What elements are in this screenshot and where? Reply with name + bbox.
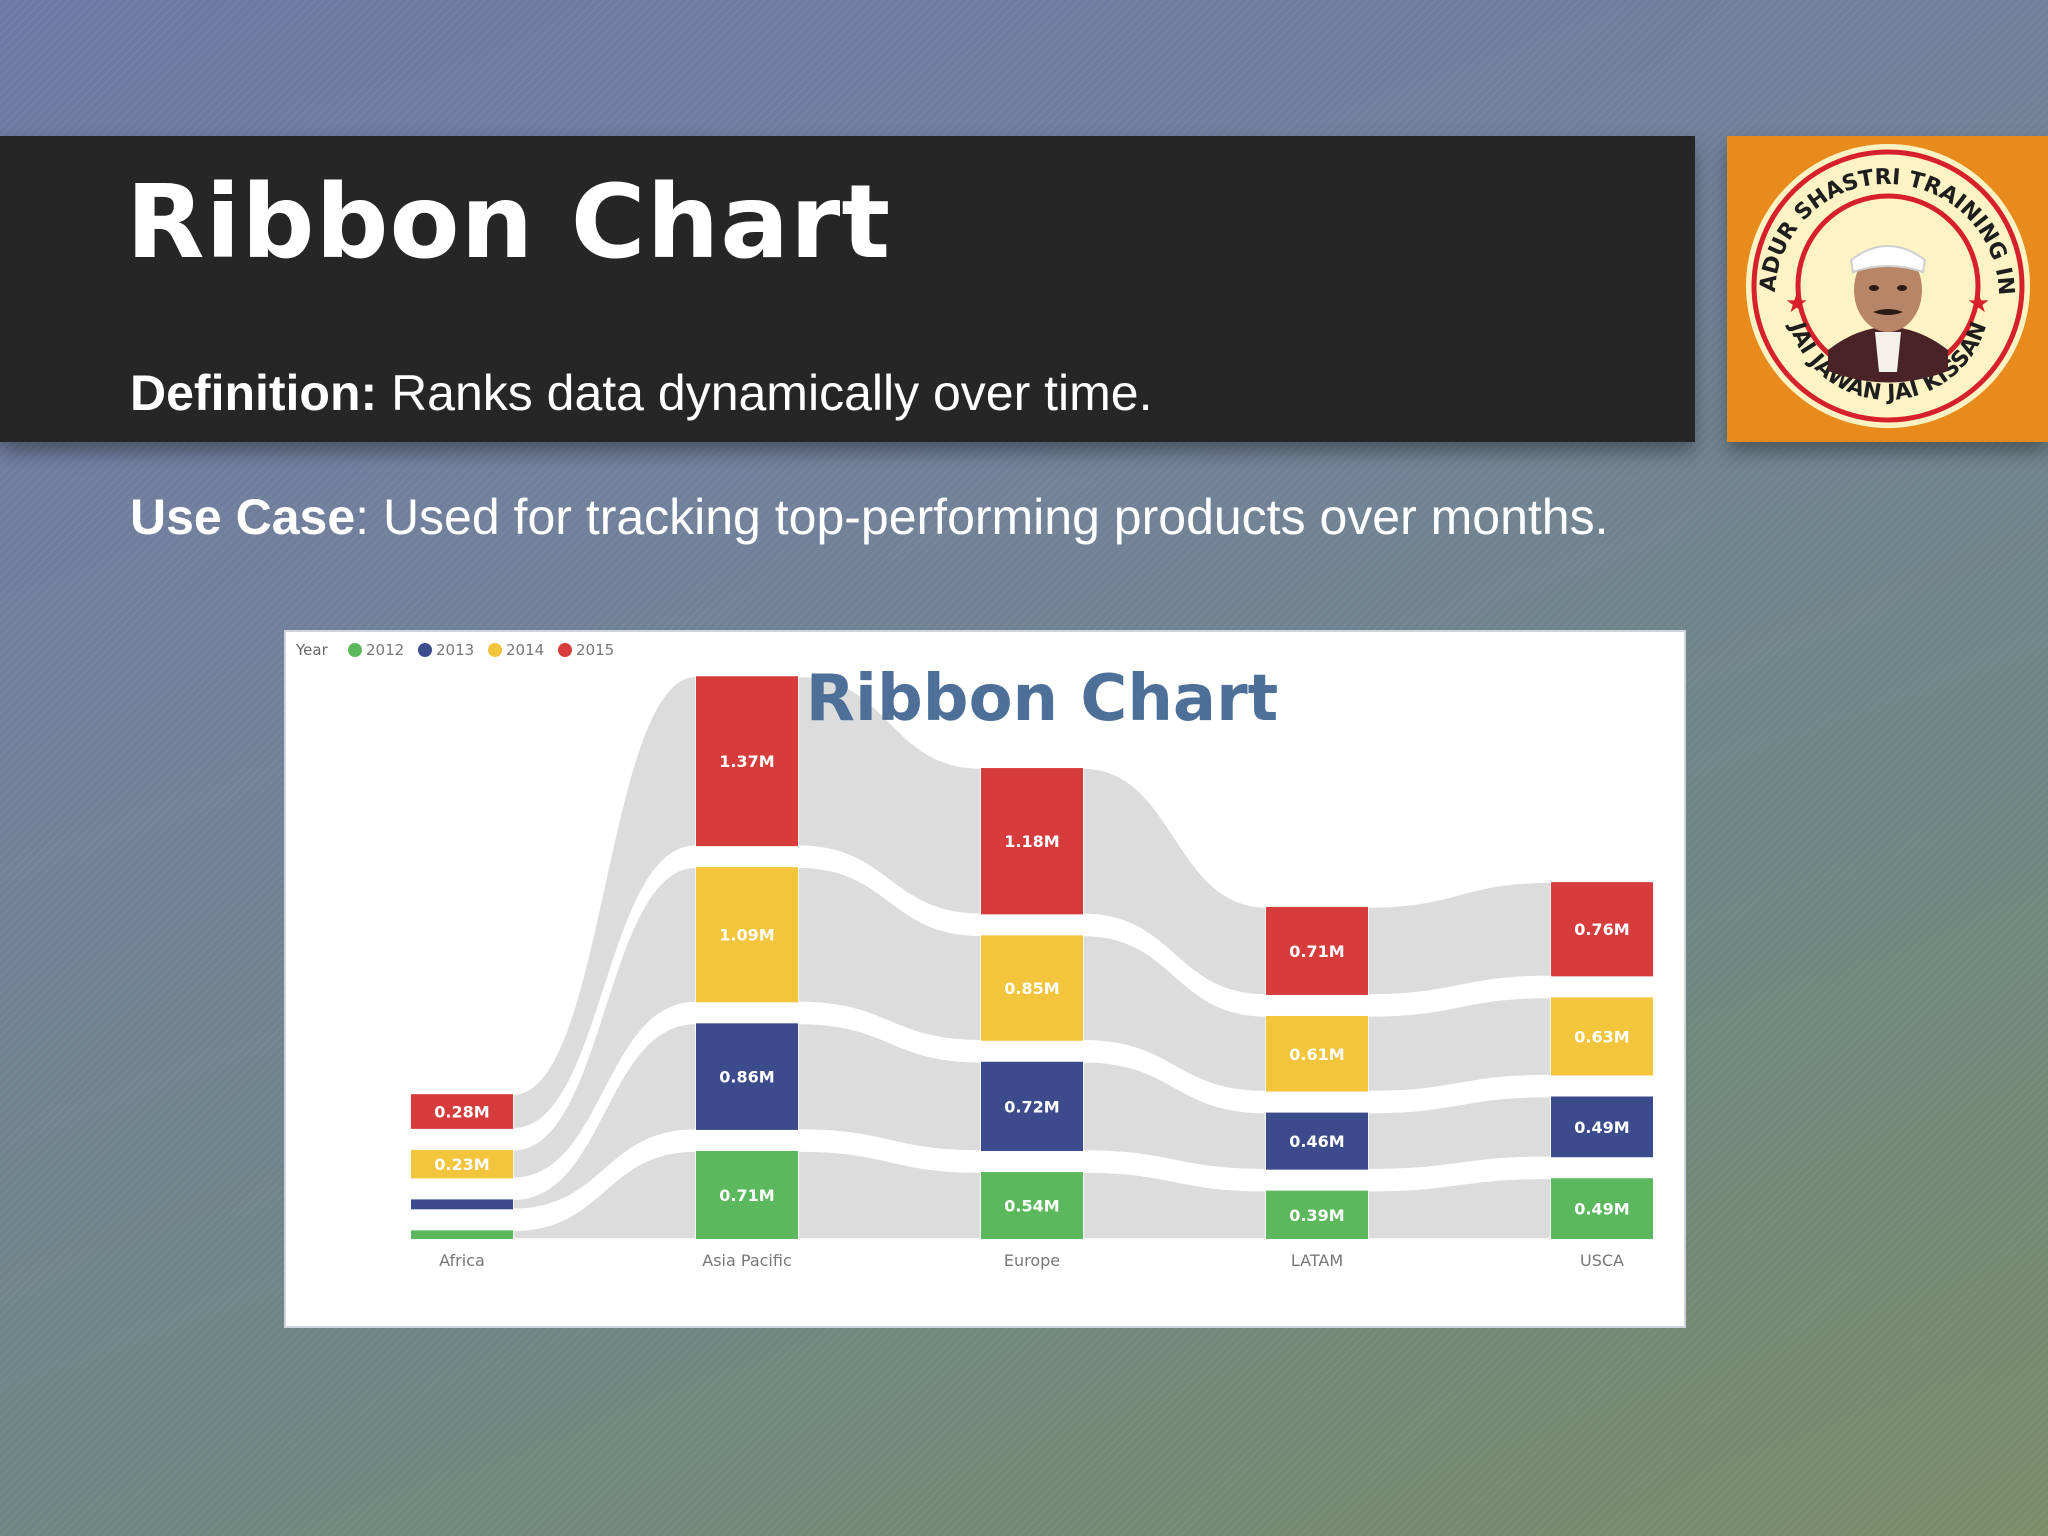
bar-2014-asia-pacific (696, 867, 798, 1003)
chart-canvas: Year 2012 2013 2014 2015 0.71M 0.54M 0.39M 0.4… (295, 641, 1653, 1270)
x-tick-label: USCA (1580, 1251, 1624, 1270)
legend-swatch (558, 643, 572, 657)
bar-2013-europe (981, 1061, 1083, 1152)
data-label: 0.54M (1004, 1197, 1059, 1216)
legend-swatch (488, 643, 502, 657)
bar-2012-usca (1551, 1178, 1653, 1239)
data-label: 0.46M (1289, 1132, 1344, 1151)
definition-text: Definition: Ranks data dynamically over … (130, 368, 1153, 418)
bar-2013-usca (1551, 1096, 1653, 1158)
ribbon-chart: Year 2012 2013 2014 2015 0.71M 0.54M 0.39M 0.4… (284, 630, 1686, 1328)
bar-2014-europe (981, 935, 1083, 1041)
star-left-icon: ★ (1785, 289, 1808, 319)
ribbon-2012-2 (1082, 1171, 1267, 1240)
bar-2013-latam (1266, 1112, 1368, 1170)
star-right-icon: ★ (1967, 289, 1990, 319)
bar-2015-latam (1266, 906, 1368, 995)
chart-title: Ribbon Chart (806, 662, 1279, 736)
data-label: 0.61M (1289, 1045, 1344, 1064)
legend-label: 2012 (366, 641, 404, 659)
ribbon-2015-3 (1367, 881, 1552, 996)
ribbon-layer (512, 675, 1552, 1240)
institute-logo: LAL BAHADUR SHASTRI TRAINING INSTITUTE J… (1727, 136, 2048, 442)
bar-2012-africa (411, 1230, 513, 1239)
logo-seal-icon: LAL BAHADUR SHASTRI TRAINING INSTITUTE J… (1727, 136, 2030, 428)
ribbon-2012-3 (1367, 1177, 1552, 1240)
usecase-label: Use Case (130, 489, 356, 545)
bar-2014-usca (1551, 997, 1653, 1076)
ribbon-2013-3 (1367, 1095, 1552, 1171)
data-label: 0.49M (1574, 1118, 1629, 1137)
legend-label: 2014 (506, 641, 544, 659)
bar-layer: 0.71M 0.54M 0.39M 0.49M 0.86M 0.72M 0.46M 0.49M… (411, 676, 1653, 1239)
ribbon-2014-0 (512, 866, 697, 1180)
bar-2013-asia-pacific (696, 1023, 798, 1130)
data-label: 0.23M (434, 1155, 489, 1174)
data-label: 1.18M (1004, 832, 1059, 851)
legend-label: 2015 (576, 641, 614, 659)
data-label: 0.85M (1004, 979, 1059, 998)
title-band (0, 136, 1695, 442)
data-label: 0.28M (434, 1103, 489, 1122)
x-tick-label: Europe (1004, 1251, 1060, 1270)
slide-title: Ribbon Chart (126, 163, 892, 282)
data-label: 0.72M (1004, 1097, 1059, 1116)
bar-2015-europe (981, 768, 1083, 915)
bar-2014-latam (1266, 1015, 1368, 1092)
definition-body: Ranks data dynamically over time. (377, 365, 1153, 421)
bar-2015-africa (411, 1094, 513, 1129)
portrait-icon (1828, 245, 1948, 383)
x-axis: Africa Asia Pacific Europe LATAM USCA (439, 1251, 1624, 1270)
data-label: 0.71M (719, 1186, 774, 1205)
legend-title: Year (295, 641, 329, 659)
usecase-body: : Used for tracking top-performing produ… (355, 489, 1609, 545)
legend-swatch (348, 643, 362, 657)
bar-2012-europe (981, 1172, 1083, 1239)
data-label: 0.39M (1289, 1206, 1344, 1225)
x-tick-label: Africa (439, 1251, 485, 1270)
chart-legend: 2012 2013 2014 2015 (348, 641, 614, 659)
bar-2013-africa (411, 1199, 513, 1210)
bar-2012-latam (1266, 1190, 1368, 1239)
data-label: 1.09M (719, 926, 774, 945)
ribbon-2013-1 (797, 1022, 982, 1152)
definition-label: Definition: (130, 365, 378, 421)
x-tick-label: Asia Pacific (702, 1251, 791, 1270)
ribbon-2012-1 (797, 1150, 982, 1240)
data-label: 0.63M (1574, 1027, 1629, 1046)
data-label: 0.76M (1574, 920, 1629, 939)
x-tick-label: LATAM (1291, 1251, 1343, 1270)
seal-ring-outer (1751, 149, 2025, 423)
data-label: 0.49M (1574, 1200, 1629, 1219)
usecase-text: Use Case: Used for tracking top-performi… (130, 492, 1608, 542)
bar-2014-africa (411, 1149, 513, 1179)
bar-2015-asia-pacific (696, 676, 798, 847)
ribbon-2012-0 (512, 1150, 697, 1240)
data-label: 1.37M (719, 752, 774, 771)
bar-2015-usca (1551, 882, 1653, 977)
ribbon-2015-0 (512, 675, 697, 1130)
bar-2012-asia-pacific (696, 1150, 798, 1239)
legend-swatch (418, 643, 432, 657)
data-label: 0.71M (1289, 942, 1344, 961)
legend-label: 2013 (436, 641, 474, 659)
ribbon-2014-3 (1367, 996, 1552, 1093)
data-label: 0.86M (719, 1068, 774, 1087)
